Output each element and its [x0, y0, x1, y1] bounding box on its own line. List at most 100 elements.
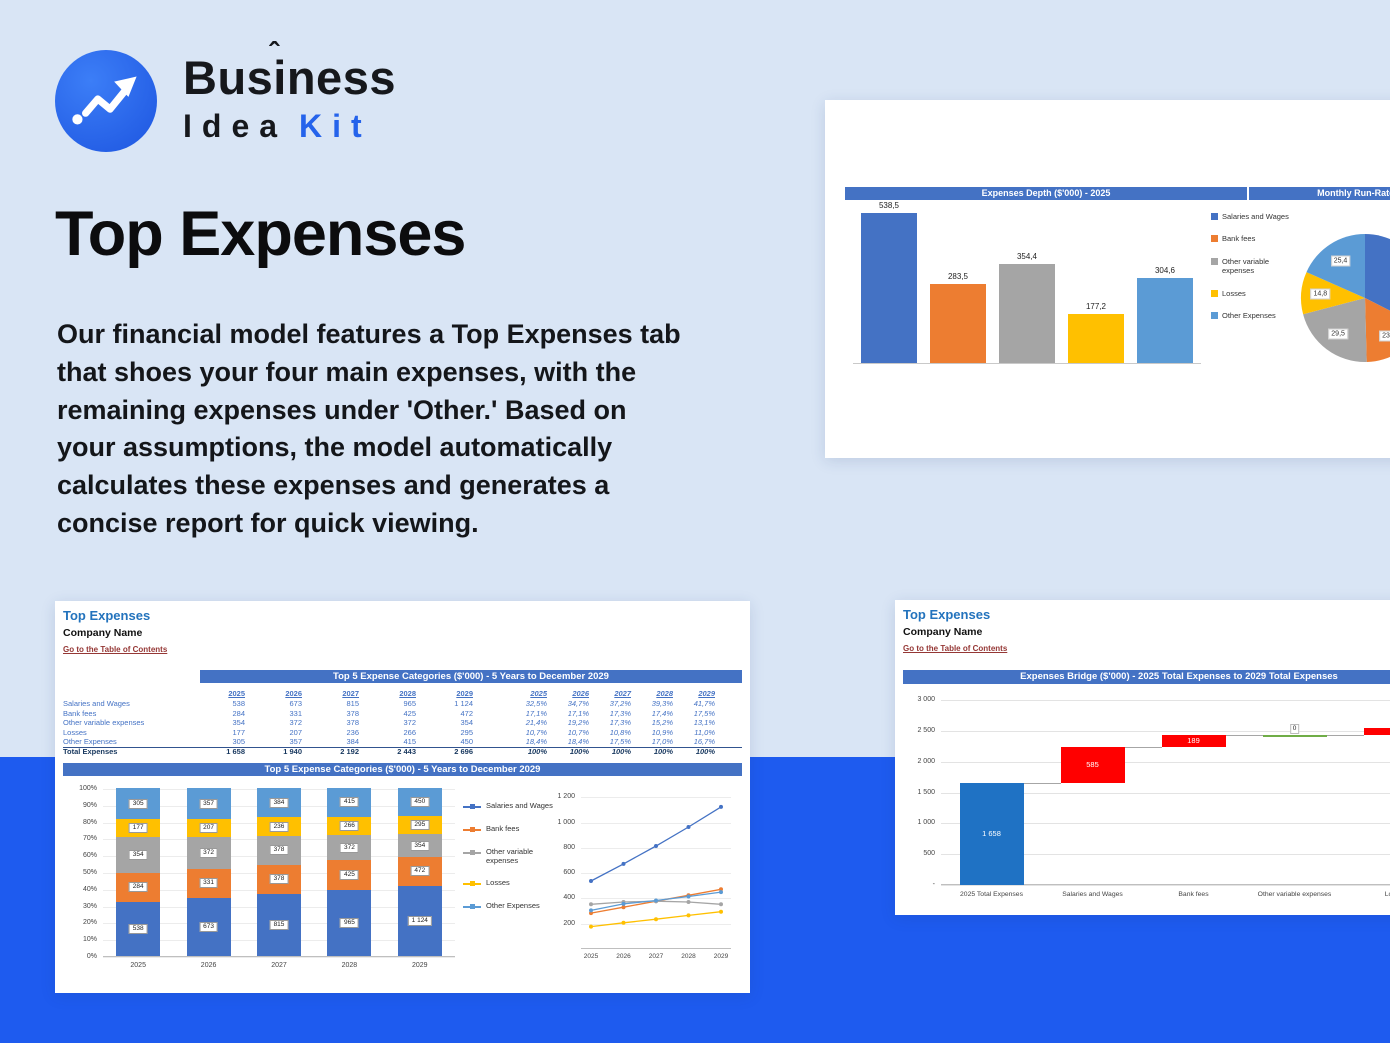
- bridge-chart-title: Expenses Bridge ($'000) - 2025 Total Exp…: [903, 670, 1390, 684]
- stacked-chart-title: Top 5 Expense Categories ($'000) - 5 Yea…: [63, 763, 742, 776]
- screenshot-top-expenses-report-panel: Top Expenses Company Name Go to the Tabl…: [55, 601, 750, 993]
- page-description: Our financial model features a Top Expen…: [57, 319, 681, 538]
- legend-marker-icon: [463, 802, 481, 811]
- cell-value: 372: [289, 718, 302, 728]
- legend-item: Salaries and Wages: [1211, 212, 1291, 221]
- expenses-depth-bar-chart: 538,5 283,5 354,4 177,2 304,6: [853, 201, 1201, 364]
- cell-pct: 16,7%: [693, 737, 715, 747]
- waterfall-bar: 585: [1060, 746, 1125, 783]
- y-axis-label: 100%: [79, 785, 97, 792]
- table-row: Salaries and Wages 538 673 815 965 1 124 32,5%…: [63, 699, 742, 709]
- data-point-marker: [654, 917, 658, 922]
- segment-value-label: 425: [339, 870, 359, 880]
- pie-slice: [1306, 234, 1365, 298]
- company-name: Company Name: [63, 627, 143, 639]
- pie-slice: [1365, 298, 1390, 362]
- segment-value-label: 266: [339, 820, 359, 831]
- legend-item: Bank fees: [463, 824, 559, 834]
- year-header: 2027: [342, 688, 359, 698]
- gridline: [581, 873, 731, 875]
- connector-line: [1326, 735, 1364, 736]
- cell-value: 236: [346, 727, 359, 737]
- legend-item: Losses: [1211, 289, 1291, 298]
- y-axis-label: 30%: [82, 902, 97, 910]
- legend-label: Salaries and Wages: [486, 801, 553, 810]
- y-axis-label: 50%: [82, 869, 97, 876]
- bar-value-label: 177,2: [1085, 301, 1107, 311]
- bar-value-label: 304,6: [1154, 266, 1176, 276]
- y-axis-label: 70%: [82, 835, 97, 843]
- legend-item: Losses: [463, 878, 559, 888]
- gridline: [941, 823, 1390, 825]
- year-header: 2026: [285, 688, 302, 698]
- y-axis-label: 20%: [82, 919, 97, 927]
- table-row: Losses 177 207 236 266 295 10,7% 10,7% 10,8% 10,9…: [63, 728, 742, 738]
- cell-value: 815: [346, 699, 359, 709]
- pie-chart-title: Monthly Run-Rate ($'000) - 2025: [1249, 187, 1390, 200]
- y-axis-label: 10%: [82, 936, 97, 944]
- line-plot: 2025 2026 2027 2028 2029: [581, 791, 731, 960]
- cell-value: 2 696: [454, 747, 473, 757]
- legend-label: Other variable expenses: [486, 847, 534, 865]
- gridline: [941, 730, 1390, 732]
- cell-pct: 18,4%: [525, 737, 547, 747]
- bar-value-label: 1 658: [982, 829, 1001, 839]
- segment-value-label: 372: [199, 847, 219, 858]
- brand-subtitle: Idea Kit: [183, 108, 396, 145]
- y-axis-label: 800: [563, 843, 575, 851]
- cell-value: 177: [232, 727, 245, 737]
- segment-value-label: 450: [410, 797, 430, 807]
- bar-segment: [999, 264, 1055, 363]
- segment-value-label: 378: [269, 874, 289, 884]
- expense-table: 2025 2026 2027 2028 2029 2025 2026 2027 2028 2029…: [63, 687, 742, 756]
- table-of-contents-link[interactable]: Go to the Table of Contents: [63, 645, 168, 654]
- y-axis-label: 1 000: [917, 819, 935, 827]
- cell-pct: 39,3%: [651, 699, 673, 709]
- cell-value: 673: [289, 699, 302, 709]
- page-title: Top Expenses: [55, 199, 466, 269]
- cell-pct: 13,1%: [693, 718, 715, 728]
- cell-pct: 18,4%: [567, 737, 589, 747]
- legend-label: Bank fees: [486, 824, 520, 833]
- y-axis-label: 500: [923, 850, 935, 858]
- year-header: 2027: [614, 688, 631, 698]
- stacked-plot: 538 284 354 177 305 2025 673 331 372 207 357 2026 81…: [103, 788, 455, 969]
- sheet-title: Top Expenses: [63, 608, 151, 623]
- y-axis-label: -: [932, 881, 935, 888]
- data-point-marker: [719, 890, 723, 895]
- cell-pct: 32,5%: [525, 699, 547, 709]
- chart-legend: Salaries and Wages Bank fees Other variabl…: [463, 801, 559, 924]
- x-axis-label: Salaries and Wages: [1062, 891, 1123, 898]
- row-label: Bank fees: [63, 708, 97, 718]
- data-point-marker: [719, 902, 723, 907]
- data-point-marker: [686, 900, 691, 904]
- segment-value-label: 357: [199, 798, 219, 809]
- table-of-contents-link[interactable]: Go to the Table of Contents: [903, 644, 1008, 653]
- cell-pct: 100%: [527, 747, 547, 757]
- table-row: Bank fees 284 331 378 425 472 17,1% 17,1% 17,3% 1…: [63, 709, 742, 719]
- pie-value-label: 23,6: [1379, 330, 1390, 342]
- cell-value: 331: [289, 708, 302, 718]
- x-axis-label: 2027: [648, 953, 664, 960]
- segment-value-label: 354: [128, 849, 148, 860]
- y-axis-label: 400: [563, 894, 575, 902]
- legend-swatch-icon: [1211, 213, 1218, 220]
- segment-value-label: 305: [128, 798, 148, 809]
- segment-value-label: 372: [339, 842, 359, 853]
- cell-value: 207: [289, 727, 302, 737]
- x-axis-label: Other variable expenses: [1257, 891, 1332, 898]
- stacked-bar-chart: 100% 90% 80% 70% 60% 50% 40% 30% 20% 10% 0% 538 284 3…: [63, 785, 463, 985]
- x-axis-label: 2025: [583, 953, 599, 960]
- cell-value: 378: [346, 718, 359, 728]
- cell-value: 1 658: [226, 747, 245, 757]
- legend-item: Bank fees: [1211, 234, 1291, 243]
- year-header: 2028: [656, 688, 673, 698]
- brand-name: Business ˆ: [183, 39, 396, 102]
- legend-swatch-icon: [1211, 289, 1218, 297]
- y-axis-label: 90%: [82, 801, 97, 809]
- cell-pct: 100%: [653, 747, 673, 757]
- y-axis-label: 1 000: [557, 818, 575, 826]
- legend-marker-icon: [463, 902, 481, 911]
- y-axis-label: 80%: [82, 818, 97, 826]
- chart-legend: Salaries and Wages Bank fees Other variabl…: [1211, 212, 1291, 320]
